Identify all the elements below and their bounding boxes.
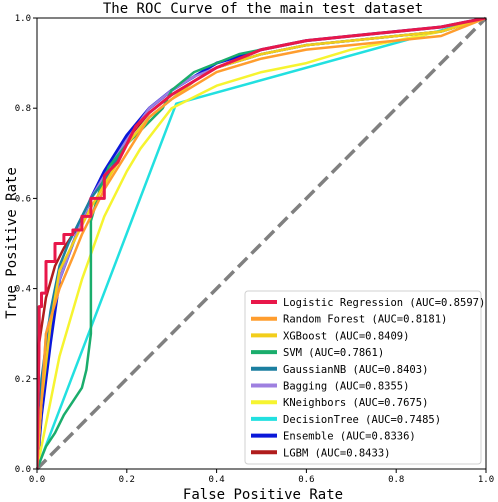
- legend-entry: DecisionTree (AUC=0.7485): [283, 414, 441, 426]
- x-tick-label: 0.0: [29, 475, 45, 485]
- diagonal-reference-line: [35, 16, 488, 471]
- legend-entry: Logistic Regression (AUC=0.8597): [283, 297, 485, 309]
- x-axis-ticks: 0.0 0.2 0.4 0.6 0.8 1.0: [29, 469, 494, 485]
- x-tick-label: 0.6: [298, 475, 314, 485]
- legend: Logistic Regression (AUC=0.8597) Random F…: [244, 290, 485, 465]
- y-tick-label: 0.6: [15, 194, 31, 204]
- roc-line-3: [37, 18, 486, 469]
- legend-entry: Random Forest (AUC=0.8181): [283, 314, 447, 326]
- chart-title: The ROC Curve of the main test dataset: [103, 1, 423, 17]
- y-tick-label: 0.0: [15, 465, 31, 475]
- legend-entry: XGBoost (AUC=0.8409): [283, 330, 409, 342]
- roc-line-1: [37, 18, 486, 469]
- y-tick-label: 0.4: [15, 285, 31, 295]
- legend-entry: GaussianNB (AUC=0.8403): [283, 364, 428, 376]
- x-tick-label: 0.2: [119, 475, 135, 485]
- plot-area: [35, 16, 488, 471]
- roc-line-2: [37, 18, 486, 469]
- y-tick-label: 1.0: [15, 14, 31, 24]
- y-axis-label: True Positive Rate: [4, 167, 20, 319]
- x-axis-label: False Positive Rate: [183, 487, 343, 502]
- legend-entry: LGBM (AUC=0.8433): [283, 447, 390, 459]
- x-tick-label: 0.4: [208, 475, 224, 485]
- legend-entry: Bagging (AUC=0.8355): [283, 381, 409, 393]
- legend-entry: Ensemble (AUC=0.8336): [283, 431, 416, 443]
- y-tick-label: 0.8: [15, 104, 31, 114]
- y-tick-label: 0.2: [15, 375, 31, 385]
- legend-entry: SVM (AUC=0.7861): [283, 347, 384, 359]
- x-tick-label: 1.0: [478, 475, 494, 485]
- y-axis-ticks: 0.0 0.2 0.4 0.6 0.8 1.0: [15, 14, 37, 475]
- legend-box: [244, 290, 482, 465]
- axes-frame: [36, 17, 487, 470]
- legend-entry: KNeighbors (AUC=0.7675): [283, 397, 428, 409]
- x-tick-label: 0.8: [388, 475, 404, 485]
- roc-line-8: [37, 18, 486, 469]
